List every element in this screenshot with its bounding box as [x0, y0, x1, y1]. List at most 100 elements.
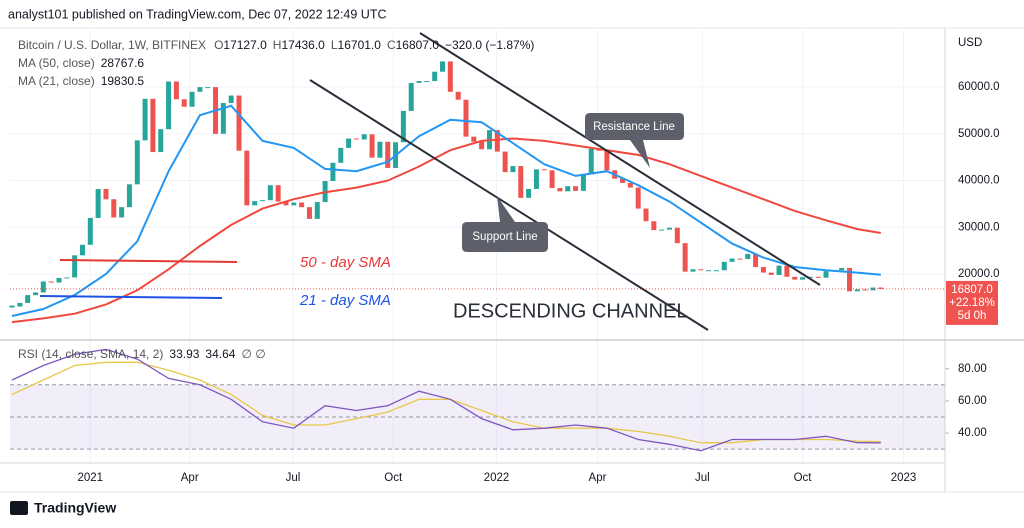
candle — [353, 138, 359, 140]
candle — [455, 91, 461, 100]
candle — [64, 277, 70, 279]
candle — [259, 200, 265, 202]
candle — [698, 269, 704, 271]
candle — [189, 91, 195, 107]
candle — [643, 208, 649, 222]
legend-label: MA (21, close) — [18, 74, 95, 88]
candle — [408, 82, 414, 111]
candle — [220, 103, 226, 134]
candle — [416, 81, 422, 83]
candle — [244, 150, 250, 206]
y-tick-label: 20000.0 — [958, 268, 1000, 280]
price-tag-text: 16807.0 — [951, 284, 993, 296]
candle — [236, 95, 242, 151]
candle — [682, 243, 688, 272]
candle — [267, 185, 273, 201]
logo — [10, 501, 28, 515]
candle — [291, 202, 297, 206]
candle — [807, 276, 813, 278]
candle — [847, 267, 853, 292]
candle — [713, 270, 719, 272]
candle — [447, 61, 453, 92]
price-tag-text: 5d 0h — [958, 310, 987, 322]
candle — [346, 138, 352, 148]
legend-label: L — [331, 38, 338, 52]
candle — [854, 289, 860, 292]
candle — [541, 169, 547, 171]
x-tick-label: Apr — [181, 472, 199, 484]
candle — [228, 95, 234, 104]
candle — [56, 277, 62, 283]
candle — [604, 150, 610, 171]
x-tick-label: 2022 — [484, 472, 510, 484]
candle — [549, 170, 555, 189]
x-tick-label: Jul — [286, 472, 301, 484]
sma21-marker — [39, 295, 223, 299]
candle — [79, 244, 85, 256]
candle — [9, 305, 15, 308]
candle — [369, 134, 375, 158]
legend-value: 34.64 — [205, 347, 235, 361]
legend-value: 19830.5 — [101, 74, 145, 88]
candle — [753, 253, 759, 267]
candle — [518, 166, 524, 198]
candle — [87, 217, 93, 245]
candle — [103, 188, 109, 200]
candle — [173, 81, 179, 100]
callout — [585, 113, 684, 168]
legend-value: 17436.0 — [281, 38, 325, 52]
candle — [776, 265, 782, 275]
candle — [299, 202, 305, 208]
candle — [510, 166, 516, 173]
candle — [745, 253, 751, 260]
candle — [862, 289, 868, 291]
candle — [690, 269, 696, 272]
candle — [760, 266, 766, 273]
y-tick-label: 80.00 — [958, 363, 987, 375]
candle — [651, 221, 657, 231]
candle — [526, 188, 532, 198]
candle — [205, 87, 211, 89]
candle — [463, 99, 469, 137]
y-tick-label: 60.00 — [958, 395, 987, 407]
candle — [533, 169, 539, 189]
legend-icons: ∅ ∅ — [241, 347, 265, 361]
y-tick-label: 40000.0 — [958, 175, 1000, 187]
candle — [573, 186, 579, 191]
candle — [197, 87, 203, 92]
candle — [330, 162, 336, 182]
x-tick-label: Apr — [589, 472, 607, 484]
candle — [729, 258, 735, 262]
annotation: 21 - day SMA — [299, 292, 391, 309]
annotations: Resistance Line Support Line 50 - day SM… — [39, 32, 821, 331]
header: analyst101 published on TradingView.com,… — [8, 7, 386, 21]
candle — [119, 207, 125, 218]
candle — [494, 130, 500, 152]
legend-label: C — [387, 38, 396, 52]
annotation: 50 - day SMA — [300, 254, 391, 271]
x-tick-label: Oct — [794, 472, 813, 484]
candle — [620, 178, 626, 183]
candle — [440, 61, 446, 72]
legend-value: −320.0 (−1.87%) — [445, 38, 534, 52]
candle — [306, 207, 312, 219]
x-tick-label: 2021 — [78, 472, 104, 484]
candle — [721, 261, 727, 271]
candle — [142, 98, 148, 141]
candle — [870, 287, 876, 291]
x-tick-label: 2023 — [891, 472, 917, 484]
callout — [462, 196, 548, 252]
candle — [792, 276, 798, 280]
candle — [72, 255, 78, 278]
annotation: DESCENDING CHANNEL — [453, 300, 687, 322]
legend-value: 28767.6 — [101, 56, 145, 70]
candle — [627, 182, 633, 188]
candle — [588, 148, 594, 175]
candle — [314, 202, 320, 219]
legend-value: 33.93 — [169, 347, 199, 361]
candle — [150, 98, 156, 153]
grid — [10, 30, 949, 462]
candle — [400, 110, 406, 143]
